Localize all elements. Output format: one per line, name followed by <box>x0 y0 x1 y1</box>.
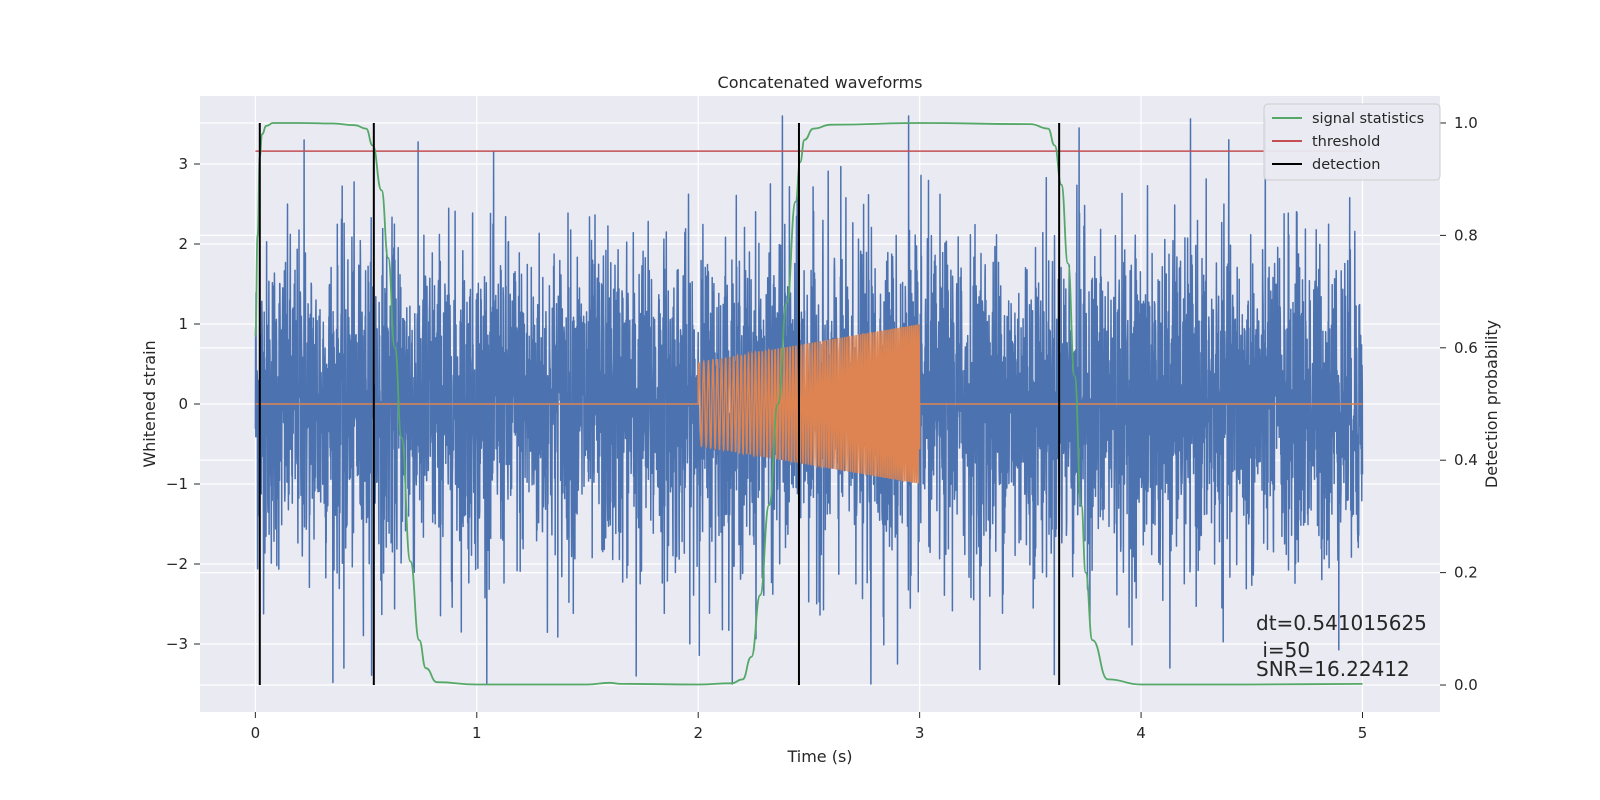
chirp-series-line <box>255 324 1363 484</box>
y-tick-label: 2 <box>178 235 188 253</box>
y2-tick-label: 0.2 <box>1454 564 1478 582</box>
x-tick-label: 5 <box>1358 724 1368 742</box>
series-layer <box>254 115 1364 686</box>
annotation-snr: SNR=16.22412 <box>1256 657 1410 681</box>
y2-tick-label: 0.0 <box>1454 676 1478 694</box>
signal-statistics-line <box>254 122 1363 686</box>
y-tick-label: 0 <box>178 395 188 413</box>
y-axis-label: Whitened strain <box>140 340 159 467</box>
y2-tick-label: 1.0 <box>1454 114 1478 132</box>
ticks-layer: 0 1 2 3 4 5 −3 −2 −1 0 1 2 3 0.0 0.2 0.4 0.6 0.8 1.0 <box>166 114 1478 742</box>
y-tick-label: 3 <box>178 155 188 173</box>
y-tick-label: 1 <box>178 315 188 333</box>
x-tick-label: 1 <box>472 724 482 742</box>
annotation-i: i=50 <box>1256 638 1310 662</box>
y-tick-label: −3 <box>166 635 188 653</box>
y2-tick-label: 0.8 <box>1454 226 1478 244</box>
legend-label: signal statistics <box>1312 111 1424 127</box>
legend-label: threshold <box>1312 134 1380 150</box>
y-tick-label: −1 <box>166 475 188 493</box>
legend-label: detection <box>1312 157 1380 173</box>
x-tick-label: 3 <box>915 724 925 742</box>
y2-tick-label: 0.6 <box>1454 339 1478 357</box>
annotation-dt: dt=0.541015625 <box>1256 611 1427 635</box>
x-tick-label: 4 <box>1136 724 1146 742</box>
legend: signal statistics threshold detection <box>1263 103 1441 181</box>
y2-axis-label: Detection probability <box>1482 320 1501 488</box>
x-axis-label: Time (s) <box>786 747 852 766</box>
x-tick-label: 2 <box>693 724 703 742</box>
y-tick-label: −2 <box>166 555 188 573</box>
x-tick-label: 0 <box>251 724 261 742</box>
y2-tick-label: 0.4 <box>1454 451 1478 469</box>
chart-title: Concatenated waveforms <box>718 73 923 92</box>
legend-box <box>1263 103 1441 181</box>
